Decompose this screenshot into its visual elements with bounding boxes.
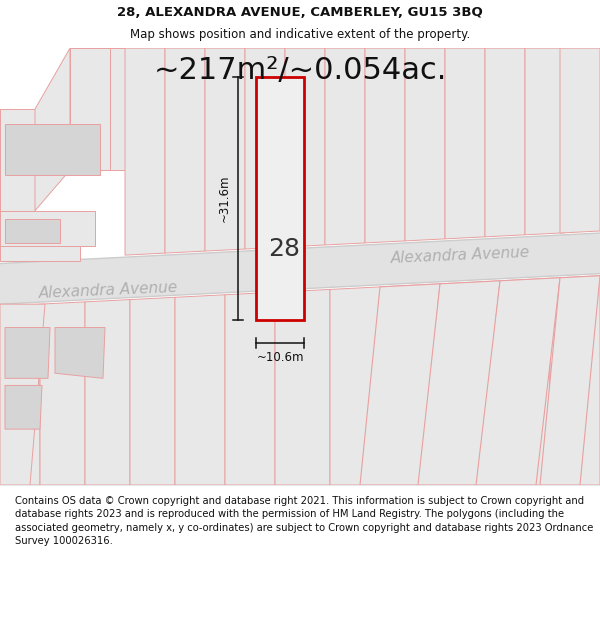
Polygon shape — [440, 281, 495, 485]
Polygon shape — [110, 48, 145, 170]
Polygon shape — [330, 287, 385, 485]
Text: 28, ALEXANDRA AVENUE, CAMBERLEY, GU15 3BQ: 28, ALEXANDRA AVENUE, CAMBERLEY, GU15 3B… — [117, 6, 483, 19]
Polygon shape — [5, 328, 50, 378]
Polygon shape — [55, 328, 105, 378]
Polygon shape — [418, 281, 500, 485]
Polygon shape — [70, 48, 110, 170]
Polygon shape — [405, 48, 445, 241]
Text: Map shows position and indicative extent of the property.: Map shows position and indicative extent… — [130, 28, 470, 41]
Text: ~217m²/~0.054ac.: ~217m²/~0.054ac. — [154, 56, 446, 85]
Polygon shape — [560, 48, 600, 233]
Text: Contains OS data © Crown copyright and database right 2021. This information is : Contains OS data © Crown copyright and d… — [15, 496, 593, 546]
Text: Alexandra Avenue: Alexandra Avenue — [38, 280, 178, 301]
Polygon shape — [285, 48, 325, 247]
Polygon shape — [0, 233, 600, 304]
Polygon shape — [385, 284, 440, 485]
Polygon shape — [205, 48, 245, 251]
Polygon shape — [85, 299, 130, 485]
Text: ~10.6m: ~10.6m — [256, 351, 304, 364]
Polygon shape — [40, 302, 85, 485]
Polygon shape — [5, 124, 100, 175]
Polygon shape — [175, 295, 225, 485]
Polygon shape — [360, 284, 440, 485]
Polygon shape — [540, 276, 600, 485]
Polygon shape — [0, 304, 45, 485]
Polygon shape — [275, 289, 330, 485]
Text: ~31.6m: ~31.6m — [218, 175, 231, 222]
Polygon shape — [550, 276, 600, 485]
Polygon shape — [365, 48, 405, 243]
Polygon shape — [485, 48, 525, 237]
Bar — [256, 77, 304, 321]
Polygon shape — [476, 278, 560, 485]
Polygon shape — [35, 48, 70, 211]
Polygon shape — [0, 246, 80, 261]
Polygon shape — [325, 48, 365, 245]
Polygon shape — [445, 48, 485, 239]
Polygon shape — [165, 48, 205, 253]
Text: 28: 28 — [268, 238, 300, 261]
Polygon shape — [0, 211, 95, 246]
Polygon shape — [495, 278, 550, 485]
Polygon shape — [525, 48, 565, 235]
Polygon shape — [125, 48, 165, 255]
Polygon shape — [225, 292, 275, 485]
Text: Alexandra Avenue: Alexandra Avenue — [390, 245, 530, 266]
Polygon shape — [130, 298, 175, 485]
Polygon shape — [0, 304, 40, 485]
Polygon shape — [5, 386, 42, 429]
Polygon shape — [5, 219, 60, 243]
Polygon shape — [245, 48, 285, 249]
Polygon shape — [0, 109, 35, 211]
